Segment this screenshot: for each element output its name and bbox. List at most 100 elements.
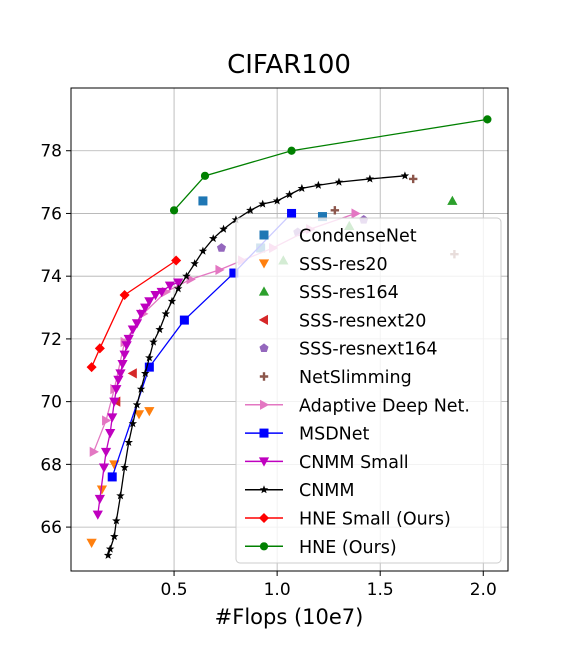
data-point-cnmm (128, 419, 138, 428)
data-point-cnmm (400, 171, 410, 180)
chart-title: CIFAR100 (227, 50, 351, 80)
y-tick-label: 66 (40, 518, 62, 538)
plot-frame (70, 87, 509, 572)
legend-marker-sss-res164 (258, 286, 270, 296)
data-point-cnmm-small (140, 303, 151, 313)
data-point-cnmm-small (150, 291, 161, 301)
data-point-cnmm-small (164, 281, 176, 291)
data-point-cnmm (105, 544, 115, 553)
legend-label-condensenet: CondenseNet (299, 227, 417, 247)
legend-marker-hne-small-ours (258, 512, 270, 524)
legend-label-msdnet: MSDNet (299, 425, 370, 445)
data-point-sss-res20 (133, 410, 145, 420)
legend-item-msdnet: MSDNet (245, 425, 370, 445)
data-point-cnmm-small (107, 413, 118, 423)
legend-marker-cnmm-small (258, 457, 270, 467)
y-tick-label: 74 (40, 267, 62, 287)
data-point-cnmm-small (144, 297, 155, 307)
legend-box (235, 217, 502, 564)
data-point-cnmm-small (117, 360, 128, 370)
data-point-cnmm (173, 284, 183, 293)
data-point-cnmm-small (135, 309, 147, 320)
data-point-cnmm-small (131, 319, 143, 329)
legend-marker-sss-res20 (258, 259, 270, 269)
data-point-hne-ours (287, 146, 296, 155)
data-point-cnmm (198, 246, 208, 255)
series-layer (86, 115, 492, 559)
legend-label-hne-small-ours: HNE Small (Ours) (299, 510, 451, 530)
data-point-cnmm (149, 337, 158, 346)
data-point-cnmm-small (100, 447, 112, 458)
data-point-cnmm (116, 491, 125, 500)
legend-marker-cnmm (259, 485, 269, 494)
series-hne-ours (169, 115, 492, 215)
legend-item-sss-resnext164: SSS-resnext164 (259, 340, 438, 360)
legend-label-sss-res164: SSS-res164 (299, 283, 399, 303)
data-point-hne-ours (169, 206, 179, 215)
legend-item-cnmm: CNMM (245, 481, 355, 501)
data-point-cnmm-small (94, 494, 105, 505)
data-point-adaptive-deep-net (186, 274, 196, 285)
data-point-cnmm (155, 325, 164, 334)
legend-marker-netslimming (259, 372, 269, 381)
data-point-cnmm-small (92, 510, 103, 520)
series-line-hne-small-ours (91, 259, 177, 368)
data-point-cnmm (136, 384, 146, 393)
legend-marker-adaptive-deep-net (260, 399, 270, 410)
x-tick-label: 0.5 (161, 580, 188, 600)
data-point-cnmm-small (105, 429, 116, 439)
data-point-sss-resnext20 (127, 368, 137, 379)
data-point-cnmm (132, 400, 142, 409)
legend-marker-sss-resnext20 (258, 314, 268, 326)
data-point-cnmm (161, 309, 171, 318)
series-line-cnmm (107, 175, 405, 556)
data-point-cnmm (272, 196, 282, 205)
data-point-sss-resnext164 (216, 243, 227, 252)
data-point-cnmm (182, 271, 191, 280)
data-point-cnmm (314, 180, 323, 189)
series-cnmm-small (92, 278, 184, 520)
legend-item-condensenet: CondenseNet (259, 227, 417, 247)
data-point-adaptive-deep-net (102, 415, 112, 426)
data-point-hne-small-ours (86, 362, 97, 373)
data-point-cnmm-small (115, 369, 126, 379)
data-point-cnmm (246, 205, 255, 214)
data-point-cnmm-small (123, 334, 134, 345)
axis-ticks: 0.5 1.0 1.5 2.0 66 68 70 72 74 76 78 (40, 142, 496, 600)
data-point-cnmm-small (111, 385, 122, 395)
data-point-sss-res20 (86, 538, 97, 548)
data-point-adaptive-deep-net (89, 446, 99, 457)
x-axis-label: #Flops (10e7) (215, 605, 364, 629)
y-tick-label: 78 (40, 142, 62, 162)
data-point-msdnet (287, 208, 297, 218)
legend-item-cnmm-small: CNMM Small (245, 453, 409, 473)
legend-marker-hne-ours (259, 542, 269, 551)
data-point-netslimming (330, 206, 340, 215)
data-point-cnmm (145, 353, 154, 362)
legend-item-sss-resnext20: SSS-resnext20 (258, 311, 426, 331)
y-tick-label: 76 (40, 204, 62, 224)
data-point-cnmm-small (127, 325, 138, 335)
data-point-cnmm-small (119, 350, 130, 360)
y-tick-label: 72 (40, 330, 62, 350)
data-point-cnmm (140, 368, 150, 378)
data-point-msdnet (144, 362, 154, 372)
legend-label-sss-res20: SSS-res20 (299, 255, 388, 275)
legend-item-hne-ours: HNE (Ours) (245, 538, 397, 558)
y-tick-label: 70 (40, 393, 62, 413)
data-point-adaptive-deep-net (351, 208, 361, 219)
x-tick-label: 1.5 (367, 580, 394, 600)
legend-label-sss-resnext20: SSS-resnext20 (299, 311, 426, 331)
data-point-msdnet (179, 315, 189, 325)
data-point-cnmm (103, 550, 113, 559)
legend-item-hne-small-ours: HNE Small (Ours) (245, 510, 451, 530)
legend-item-sss-res164: SSS-res164 (258, 283, 399, 303)
legend-item-netslimming: NetSlimming (259, 368, 412, 388)
data-point-cnmm (219, 224, 228, 233)
data-point-hne-small-ours (94, 343, 105, 354)
data-point-cnmm-small (173, 278, 184, 288)
legend-label-cnmm-small: CNMM Small (299, 453, 409, 473)
data-point-cnmm (120, 463, 129, 472)
data-point-sss-res164 (447, 195, 458, 205)
